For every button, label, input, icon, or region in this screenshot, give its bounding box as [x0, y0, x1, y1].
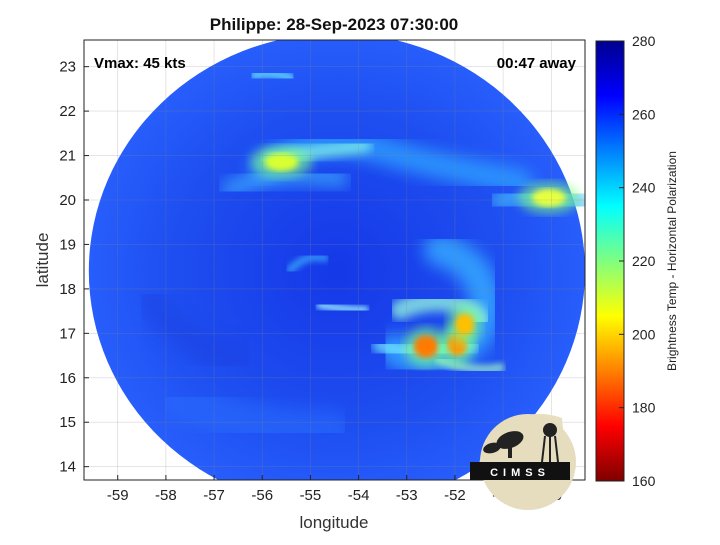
cloud-band — [160, 380, 350, 450]
x-tick-label: -56 — [251, 487, 273, 504]
y-tick-label: 23 — [59, 59, 76, 76]
satellite-dish-small-icon — [483, 442, 501, 454]
x-axis-label: longitude — [299, 513, 368, 532]
vmax-label: Vmax: 45 kts — [94, 55, 186, 72]
y-tick-label: 21 — [59, 148, 76, 165]
cloud-band — [135, 285, 255, 375]
y-tick-label: 17 — [59, 325, 76, 342]
y-tick-label: 14 — [59, 459, 76, 476]
colorbar-ticks: 160 180 200 220 240 260 280 — [619, 33, 656, 489]
cloud-band — [286, 253, 329, 274]
band-north — [264, 153, 299, 172]
colorbar-tick-label: 280 — [632, 33, 656, 49]
plot-frame — [83, 39, 586, 481]
water-tower-icon — [543, 423, 557, 437]
colorbar-tick-label: 220 — [632, 253, 656, 269]
water-tower-legs-icon — [541, 435, 559, 463]
cloud-band — [250, 68, 295, 83]
x-tick-label: -54 — [348, 487, 370, 504]
time-away-label: 00:47 away — [497, 55, 577, 72]
logo-band — [470, 462, 570, 480]
x-tick-label: -58 — [155, 487, 177, 504]
y-tick-label: 19 — [59, 236, 76, 253]
colorbar-tick-label: 260 — [632, 106, 656, 122]
logo-text: CIMSS — [490, 467, 550, 479]
colorbar-tick-label: 240 — [632, 180, 656, 196]
cimss-logo: CIMSS — [470, 413, 576, 510]
cold-cloud-features — [251, 146, 580, 367]
colorbar-label: Brightness Temp - Horizontal Polarizatio… — [665, 151, 679, 371]
colorbar: 160 180 200 220 240 260 280 Brightness Temp - … — [595, 33, 679, 489]
plot-area: -59-58-57-56-55-54-53-52-51-50 141516171… — [59, 39, 586, 504]
figure-title: Philippe: 28-Sep-2023 07:30:00 — [210, 15, 459, 34]
y-tick-label: 18 — [59, 281, 76, 298]
colorbar-tick-label: 180 — [632, 400, 656, 416]
x-tick-label: -52 — [444, 487, 466, 504]
y-axis-label: latitude — [33, 233, 52, 288]
y-tick-label: 20 — [59, 192, 76, 209]
y-tick-label: 15 — [59, 414, 76, 431]
x-tick-label: -53 — [396, 487, 418, 504]
x-tick-label: -57 — [203, 487, 225, 504]
cloud-band — [435, 355, 505, 375]
y-tick-label: 16 — [59, 370, 76, 387]
colorbar-tick-label: 160 — [632, 473, 656, 489]
colorbar-tick-label: 200 — [632, 326, 656, 342]
cold-core-3 — [454, 313, 475, 336]
x-tick-label: -55 — [300, 487, 322, 504]
latitude-ticks: 14 15 16 17 18 19 20 21 22 23 — [59, 59, 89, 476]
y-tick-label: 22 — [59, 103, 76, 120]
cold-core-1 — [413, 335, 439, 358]
map-gridlines — [84, 40, 585, 480]
x-tick-label: -59 — [107, 487, 129, 504]
satellite-dish-icon — [496, 431, 524, 449]
dish-base-icon — [508, 444, 512, 458]
cloud-band — [316, 301, 369, 314]
band-east — [532, 188, 566, 207]
longitude-ticks: -59-58-57-56-55-54-53-52-51-50 — [107, 475, 562, 504]
